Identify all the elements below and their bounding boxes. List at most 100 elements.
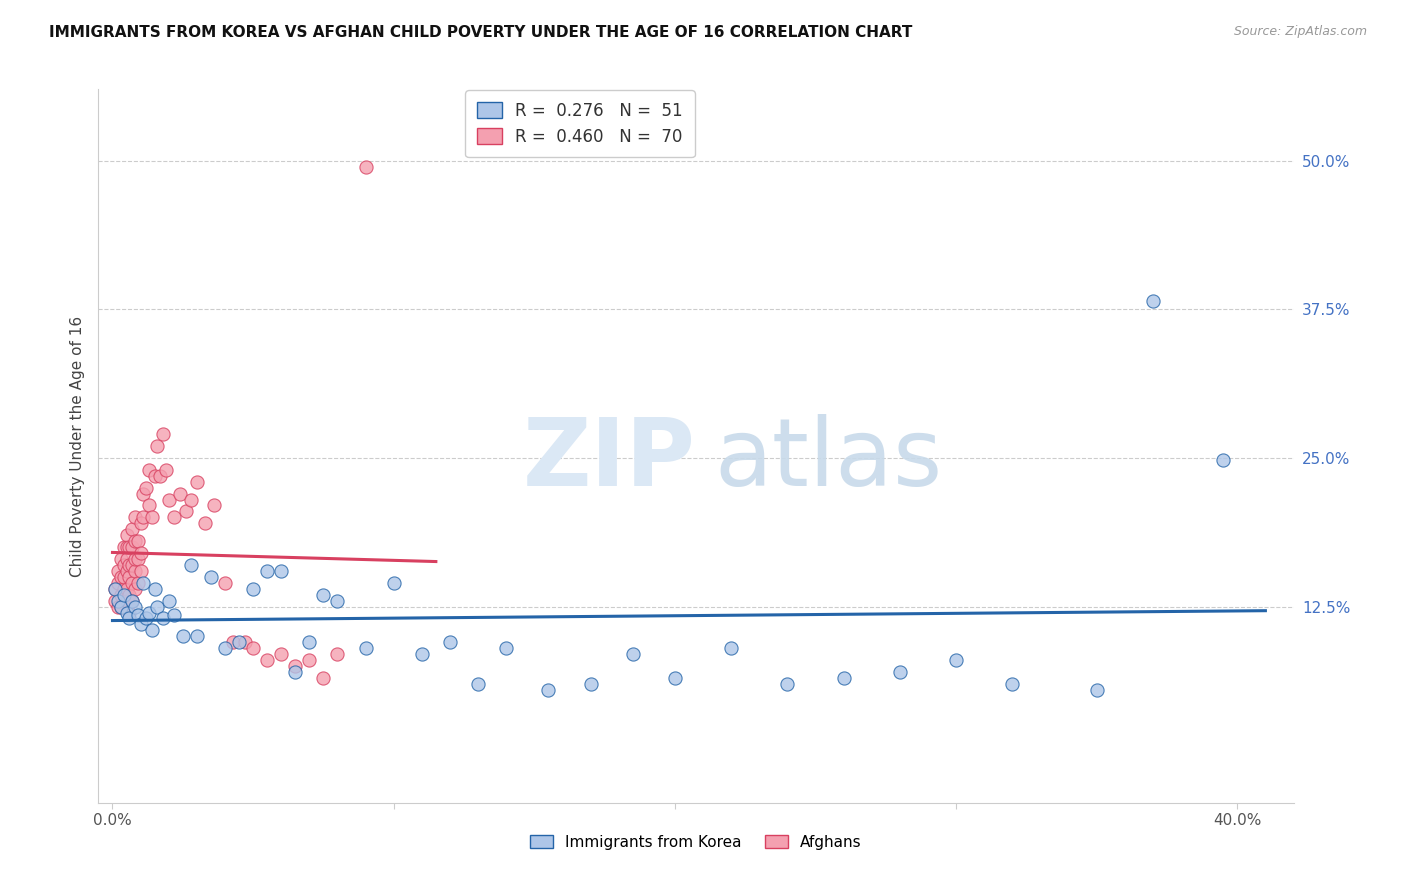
Point — [284, 665, 307, 679]
Point — [194, 516, 217, 531]
Point — [124, 510, 146, 524]
Point — [270, 647, 292, 661]
Point — [115, 564, 138, 578]
Point — [124, 564, 146, 578]
Point — [354, 160, 377, 174]
Point — [621, 647, 644, 661]
Point — [121, 593, 143, 607]
Point — [233, 635, 256, 649]
Point — [146, 599, 169, 614]
Point — [107, 564, 129, 578]
Point — [110, 599, 132, 614]
Point — [143, 468, 166, 483]
Point — [180, 558, 202, 572]
Point — [889, 665, 911, 679]
Point — [129, 546, 152, 560]
Legend: Immigrants from Korea, Afghans: Immigrants from Korea, Afghans — [524, 829, 868, 855]
Point — [354, 641, 377, 656]
Point — [129, 564, 152, 578]
Point — [107, 593, 129, 607]
Point — [112, 582, 135, 596]
Point — [298, 653, 321, 667]
Point — [832, 671, 855, 685]
Point — [132, 575, 155, 590]
Point — [149, 468, 172, 483]
Point — [284, 659, 307, 673]
Point — [141, 624, 163, 638]
Point — [242, 641, 264, 656]
Point — [312, 588, 335, 602]
Text: atlas: atlas — [714, 414, 942, 507]
Point — [112, 588, 135, 602]
Point — [121, 558, 143, 572]
Point — [104, 582, 127, 596]
Point — [326, 593, 349, 607]
Point — [132, 486, 155, 500]
Point — [110, 570, 132, 584]
Point — [121, 540, 143, 554]
Point — [110, 552, 132, 566]
Point — [104, 593, 127, 607]
Point — [112, 558, 135, 572]
Point — [467, 677, 489, 691]
Point — [118, 540, 141, 554]
Point — [537, 682, 560, 697]
Text: Source: ZipAtlas.com: Source: ZipAtlas.com — [1233, 25, 1367, 38]
Point — [1212, 453, 1234, 467]
Point — [411, 647, 433, 661]
Point — [228, 635, 250, 649]
Point — [270, 564, 292, 578]
Point — [141, 510, 163, 524]
Point — [776, 677, 799, 691]
Point — [945, 653, 967, 667]
Point — [186, 475, 208, 489]
Point — [104, 582, 127, 596]
Point — [115, 528, 138, 542]
Point — [121, 522, 143, 536]
Point — [382, 575, 405, 590]
Point — [1001, 677, 1024, 691]
Point — [579, 677, 602, 691]
Point — [112, 570, 135, 584]
Text: IMMIGRANTS FROM KOREA VS AFGHAN CHILD POVERTY UNDER THE AGE OF 16 CORRELATION CH: IMMIGRANTS FROM KOREA VS AFGHAN CHILD PO… — [49, 25, 912, 40]
Point — [121, 575, 143, 590]
Point — [256, 564, 278, 578]
Point — [132, 510, 155, 524]
Point — [129, 516, 152, 531]
Point — [143, 582, 166, 596]
Point — [115, 540, 138, 554]
Point — [138, 463, 160, 477]
Point — [127, 575, 149, 590]
Y-axis label: Child Poverty Under the Age of 16: Child Poverty Under the Age of 16 — [69, 316, 84, 576]
Point — [127, 552, 149, 566]
Point — [214, 575, 236, 590]
Point — [127, 607, 149, 622]
Point — [720, 641, 742, 656]
Point — [1142, 293, 1164, 308]
Text: ZIP: ZIP — [523, 414, 696, 507]
Point — [118, 611, 141, 625]
Point — [180, 492, 202, 507]
Point — [124, 552, 146, 566]
Point — [115, 552, 138, 566]
Point — [163, 510, 186, 524]
Point — [124, 582, 146, 596]
Point — [124, 534, 146, 549]
Point — [214, 641, 236, 656]
Point — [186, 629, 208, 643]
Point — [152, 611, 174, 625]
Point — [121, 593, 143, 607]
Point — [118, 588, 141, 602]
Point — [202, 499, 225, 513]
Point — [124, 599, 146, 614]
Point — [115, 593, 138, 607]
Point — [664, 671, 686, 685]
Point — [110, 588, 132, 602]
Point — [135, 611, 157, 625]
Point — [242, 582, 264, 596]
Point — [107, 599, 129, 614]
Point — [174, 504, 197, 518]
Point — [115, 606, 138, 620]
Point — [1085, 682, 1108, 697]
Point — [157, 593, 180, 607]
